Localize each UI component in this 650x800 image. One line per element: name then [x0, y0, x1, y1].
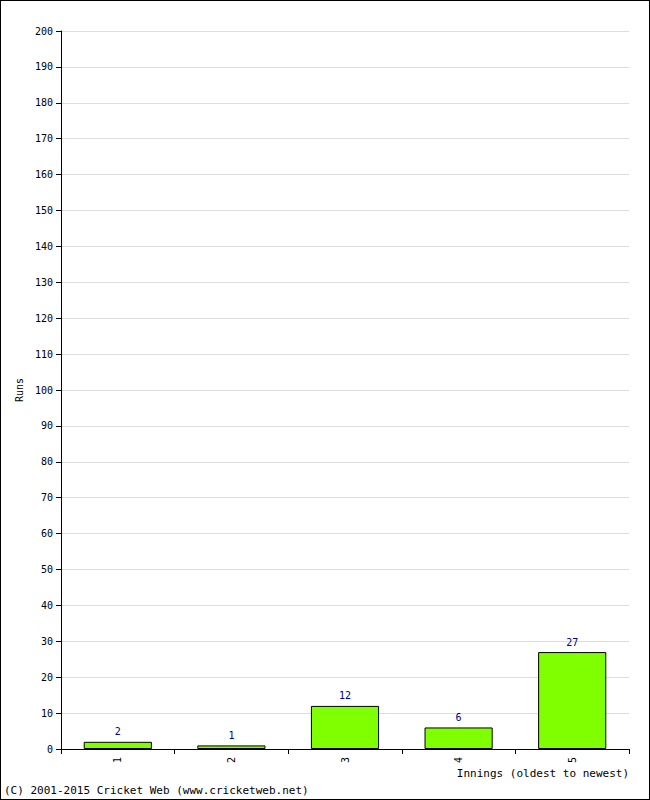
svg-text:1: 1 [228, 730, 234, 741]
svg-text:170: 170 [35, 133, 53, 144]
svg-text:Innings (oldest to newest): Innings (oldest to newest) [457, 767, 629, 780]
svg-text:180: 180 [35, 97, 53, 108]
svg-text:6: 6 [456, 712, 462, 723]
svg-text:140: 140 [35, 241, 53, 252]
svg-text:120: 120 [35, 313, 53, 324]
svg-text:20: 20 [41, 672, 53, 683]
svg-text:70: 70 [41, 492, 53, 503]
svg-text:200: 200 [35, 26, 53, 37]
svg-text:30: 30 [41, 636, 53, 647]
svg-text:1: 1 [112, 757, 123, 763]
svg-text:10: 10 [41, 708, 53, 719]
svg-text:100: 100 [35, 385, 53, 396]
svg-text:60: 60 [41, 528, 53, 539]
svg-text:(C) 2001-2015 Cricket Web (www: (C) 2001-2015 Cricket Web (www.cricketwe… [4, 784, 309, 797]
svg-text:2: 2 [115, 726, 121, 737]
svg-text:4: 4 [453, 757, 464, 763]
svg-text:0: 0 [47, 744, 53, 755]
svg-text:150: 150 [35, 205, 53, 216]
svg-text:12: 12 [339, 690, 351, 701]
svg-text:190: 190 [35, 61, 53, 72]
svg-text:2: 2 [226, 757, 237, 763]
svg-text:90: 90 [41, 420, 53, 431]
svg-text:110: 110 [35, 349, 53, 360]
svg-text:50: 50 [41, 564, 53, 575]
svg-text:40: 40 [41, 600, 53, 611]
svg-text:80: 80 [41, 456, 53, 467]
svg-text:5: 5 [567, 757, 578, 763]
svg-text:27: 27 [566, 637, 578, 648]
svg-text:3: 3 [340, 757, 351, 763]
svg-text:160: 160 [35, 169, 53, 180]
svg-text:Runs: Runs [14, 378, 25, 402]
svg-text:130: 130 [35, 277, 53, 288]
